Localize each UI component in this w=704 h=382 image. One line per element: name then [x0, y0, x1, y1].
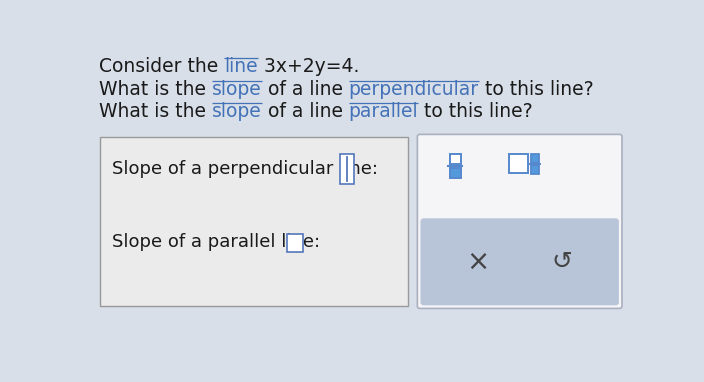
- Text: slope: slope: [212, 80, 262, 99]
- Text: parallel: parallel: [348, 102, 418, 121]
- Bar: [509, 154, 528, 173]
- Text: Slope of a perpendicular line:: Slope of a perpendicular line:: [112, 160, 378, 178]
- Text: of a line: of a line: [262, 102, 348, 121]
- Bar: [450, 154, 461, 164]
- Text: slope: slope: [212, 102, 262, 121]
- Text: line: line: [224, 57, 258, 76]
- FancyBboxPatch shape: [287, 234, 303, 252]
- Text: What is the: What is the: [99, 80, 212, 99]
- FancyBboxPatch shape: [420, 219, 619, 305]
- Text: of a line: of a line: [262, 80, 348, 99]
- Bar: [531, 165, 539, 174]
- Text: 3x+2y=4.: 3x+2y=4.: [258, 57, 359, 76]
- FancyBboxPatch shape: [340, 154, 354, 185]
- Text: Consider the: Consider the: [99, 57, 224, 76]
- Text: ×: ×: [466, 248, 489, 276]
- Text: Slope of a parallel line:: Slope of a parallel line:: [112, 233, 320, 251]
- Text: perpendicular: perpendicular: [348, 80, 479, 99]
- Text: to this line?: to this line?: [479, 80, 593, 99]
- Bar: [531, 154, 539, 163]
- FancyBboxPatch shape: [100, 137, 408, 306]
- Text: What is the: What is the: [99, 102, 212, 121]
- Text: ↺: ↺: [551, 250, 572, 274]
- Text: to this line?: to this line?: [418, 102, 533, 121]
- FancyBboxPatch shape: [417, 134, 622, 308]
- Bar: [450, 167, 461, 178]
